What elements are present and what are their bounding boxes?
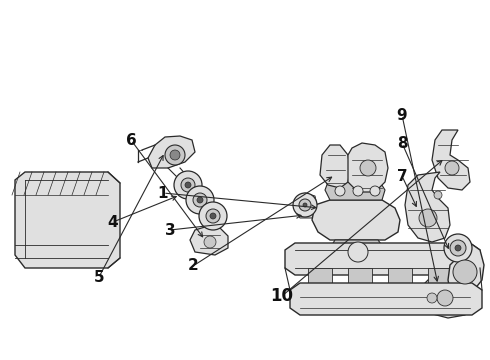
Text: 6: 6 [125,132,136,148]
Polygon shape [312,200,400,240]
Circle shape [204,236,216,248]
Polygon shape [285,243,480,275]
Polygon shape [348,268,372,290]
Polygon shape [428,268,452,290]
Polygon shape [330,240,384,265]
Polygon shape [295,193,318,218]
Text: 1: 1 [158,185,168,201]
Text: 3: 3 [165,222,175,238]
Text: 10: 10 [270,287,294,305]
Circle shape [450,240,466,256]
Polygon shape [290,283,482,315]
Circle shape [186,186,214,214]
Circle shape [445,161,459,175]
Circle shape [181,178,195,192]
Polygon shape [405,172,450,242]
Circle shape [293,193,317,217]
Polygon shape [320,145,350,188]
Text: 5: 5 [94,270,104,284]
Text: 7: 7 [397,168,407,184]
Text: 9: 9 [397,108,407,122]
Polygon shape [348,143,388,192]
Circle shape [197,197,203,203]
Text: 2: 2 [188,258,198,274]
Polygon shape [308,268,332,290]
Polygon shape [15,172,120,268]
Circle shape [370,186,380,196]
Polygon shape [148,136,195,168]
Circle shape [170,150,180,160]
Circle shape [419,209,437,227]
Circle shape [427,293,437,303]
Polygon shape [325,182,385,200]
Polygon shape [448,243,484,292]
Text: 4: 4 [108,215,118,230]
Circle shape [303,203,307,207]
Circle shape [335,186,345,196]
Circle shape [174,171,202,199]
Circle shape [165,145,185,165]
Circle shape [453,260,477,284]
Circle shape [210,213,216,219]
Polygon shape [388,268,412,290]
Circle shape [437,290,453,306]
Circle shape [206,209,220,223]
Polygon shape [418,278,472,318]
Polygon shape [190,227,228,255]
Text: 8: 8 [397,135,407,150]
Circle shape [185,182,191,188]
Polygon shape [432,130,470,190]
Circle shape [360,160,376,176]
Polygon shape [445,262,472,278]
Circle shape [444,234,472,262]
Circle shape [299,199,311,211]
Circle shape [348,242,368,262]
Circle shape [199,202,227,230]
Circle shape [353,186,363,196]
Circle shape [455,245,461,251]
Circle shape [193,193,207,207]
Circle shape [434,191,442,199]
